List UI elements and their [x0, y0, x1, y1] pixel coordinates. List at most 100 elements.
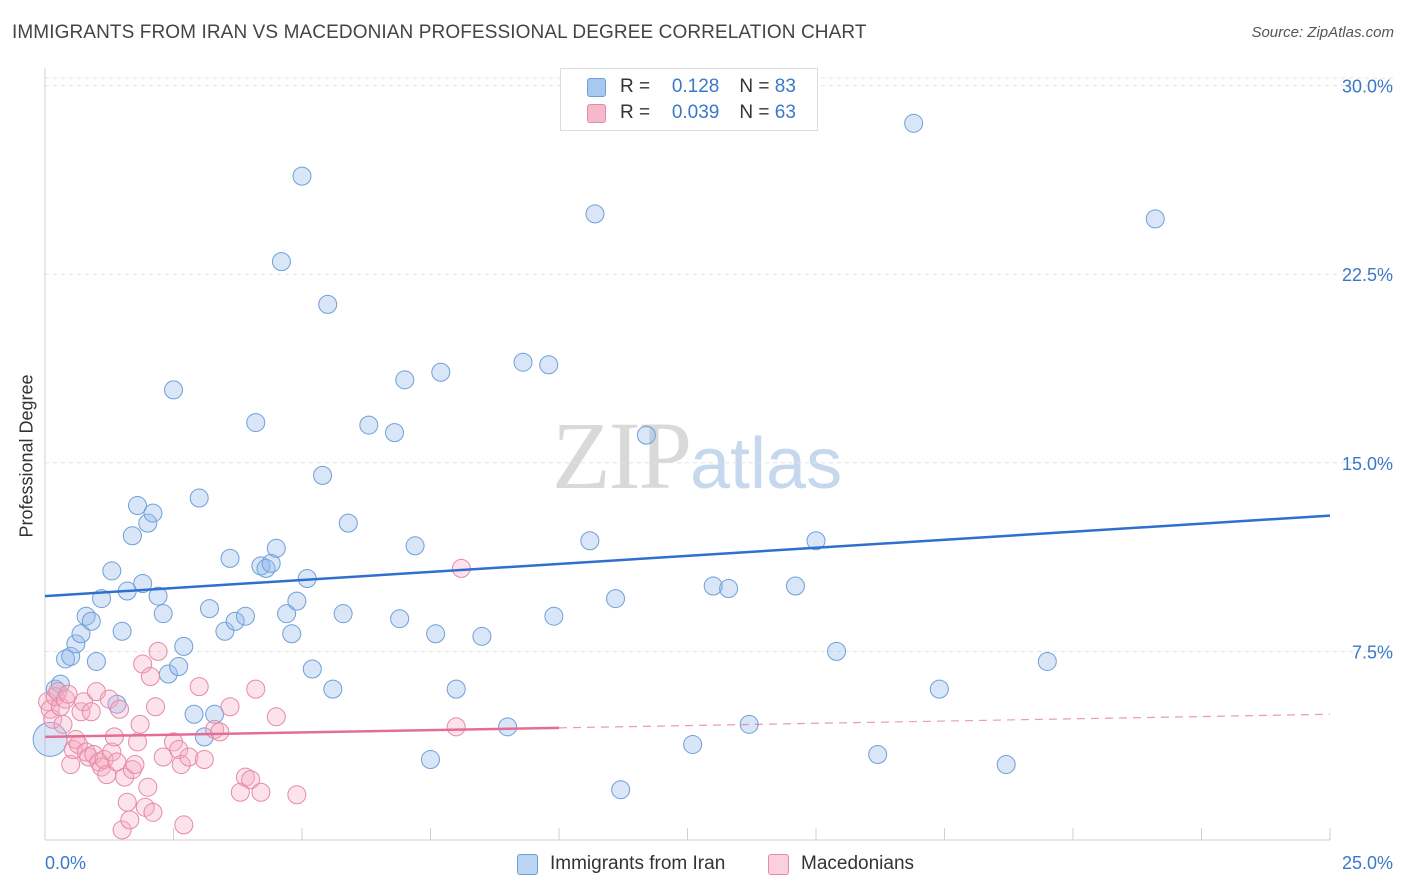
data-point-macedonians	[241, 770, 261, 790]
legend-swatch-macedonians	[587, 103, 606, 123]
legend-label-macedonians: Macedonians	[801, 853, 915, 874]
gridlines	[45, 77, 1393, 652]
data-point-macedonians	[266, 707, 286, 727]
x-tick-label: 25.0%	[1342, 853, 1393, 873]
data-point-iran	[189, 488, 209, 508]
zipatlas-watermark: ZIPatlas	[552, 400, 842, 511]
legend-row-macedonians: R = 0.039 N = 63	[587, 101, 796, 125]
legend-n-label: N =	[739, 102, 775, 123]
data-point-iran	[194, 727, 214, 747]
data-point-iran	[164, 380, 183, 400]
data-point-iran	[71, 624, 91, 644]
data-point-iran	[580, 531, 600, 551]
data-point-iran	[606, 589, 626, 609]
data-point-iran	[76, 606, 96, 626]
data-point-iran	[703, 576, 723, 596]
data-point-macedonians	[146, 697, 166, 717]
data-point-macedonians	[179, 747, 199, 767]
data-point-macedonians	[446, 717, 466, 737]
data-point-iran	[539, 355, 559, 375]
data-point-iran	[86, 651, 106, 671]
data-point-iran	[323, 679, 343, 699]
legend-r-value: 0.039	[671, 102, 720, 123]
data-point-macedonians	[66, 729, 86, 749]
legend-row-iran: R = 0.128 N = 83	[587, 75, 796, 99]
tick-labels: 7.5% 15.0% 22.5% 30.0% 0.0% 25.0%	[45, 77, 1393, 873]
data-point-iran	[405, 536, 425, 556]
data-point-iran	[827, 641, 847, 661]
data-point-macedonians	[171, 755, 191, 775]
data-point-iran	[174, 636, 194, 656]
data-point-iran	[302, 659, 322, 679]
y-tick-label: 15.0%	[1342, 454, 1393, 474]
legend-label-iran: Immigrants from Iran	[550, 853, 726, 874]
data-point-macedonians	[140, 667, 160, 687]
data-point-macedonians	[120, 810, 140, 830]
data-point-macedonians	[99, 689, 119, 709]
legend-r-label: R =	[620, 76, 656, 97]
data-point-iran	[421, 750, 440, 770]
data-point-iran	[390, 609, 410, 629]
data-point-iran	[426, 624, 446, 644]
data-point-macedonians	[143, 802, 163, 822]
data-point-iran	[61, 646, 81, 666]
legend-item-iran[interactable]: Immigrants from Iran	[517, 851, 725, 877]
data-point-macedonians	[117, 792, 137, 812]
data-point-iran	[636, 425, 656, 445]
legend-item-macedonians[interactable]: Macedonians	[768, 851, 914, 877]
data-point-iran	[318, 294, 338, 314]
y-tick-label: 30.0%	[1342, 77, 1393, 97]
data-point-macedonians	[76, 742, 96, 762]
data-point-iran	[868, 745, 888, 765]
watermark-atlas: atlas	[690, 424, 843, 504]
legend-n-label: N =	[739, 76, 775, 97]
data-point-iran	[261, 553, 281, 573]
data-point-iran	[1145, 209, 1165, 229]
data-point-iran	[338, 513, 358, 533]
data-point-iran	[50, 674, 70, 694]
data-point-macedonians	[112, 820, 132, 840]
data-point-iran	[256, 558, 276, 578]
data-point-macedonians	[138, 777, 158, 797]
y-tick-label: 7.5%	[1352, 642, 1393, 662]
source-label: Source: ZipAtlas.com	[1251, 24, 1394, 41]
data-point-iran	[205, 704, 225, 724]
legend-swatch-iran	[517, 853, 538, 875]
data-point-iran	[128, 496, 148, 516]
data-point-iran	[544, 606, 564, 626]
series-legend: Immigrants from Iran Macedonians	[0, 851, 1406, 877]
data-point-iran	[246, 413, 266, 433]
data-point-iran	[611, 780, 631, 800]
data-point-macedonians	[194, 750, 214, 770]
data-point-macedonians	[79, 747, 99, 767]
data-point-iran	[806, 531, 826, 551]
trend-line-iran	[44, 514, 1331, 598]
data-point-iran	[431, 362, 451, 382]
data-point-iran	[333, 604, 353, 624]
data-point-iran	[133, 574, 153, 594]
data-point-iran	[153, 604, 173, 624]
data-point-iran	[385, 423, 405, 443]
data-point-iran	[359, 415, 379, 435]
legend-n-value: 83	[774, 76, 796, 97]
data-point-iran	[122, 526, 142, 546]
data-point-iran	[66, 634, 86, 654]
data-point-macedonians	[153, 747, 173, 767]
data-point-macedonians	[287, 785, 307, 805]
data-point-macedonians	[246, 679, 266, 699]
data-point-iran	[102, 561, 122, 581]
data-point-iran	[929, 679, 949, 699]
data-point-macedonians	[235, 767, 255, 787]
data-point-iran	[266, 538, 286, 558]
data-point-iran	[225, 611, 245, 631]
data-point-iran	[235, 606, 255, 626]
chart-title: IMMIGRANTS FROM IRAN VS MACEDONIAN PROFE…	[12, 22, 867, 43]
legend-swatch-macedonians	[768, 853, 789, 875]
data-point-macedonians	[210, 722, 230, 742]
data-point-iran	[148, 586, 168, 606]
data-point-iran	[220, 548, 240, 568]
data-point-macedonians	[102, 742, 122, 762]
data-point-iran	[513, 352, 533, 372]
data-point-iran	[143, 503, 163, 523]
data-point-iran	[1037, 651, 1057, 671]
